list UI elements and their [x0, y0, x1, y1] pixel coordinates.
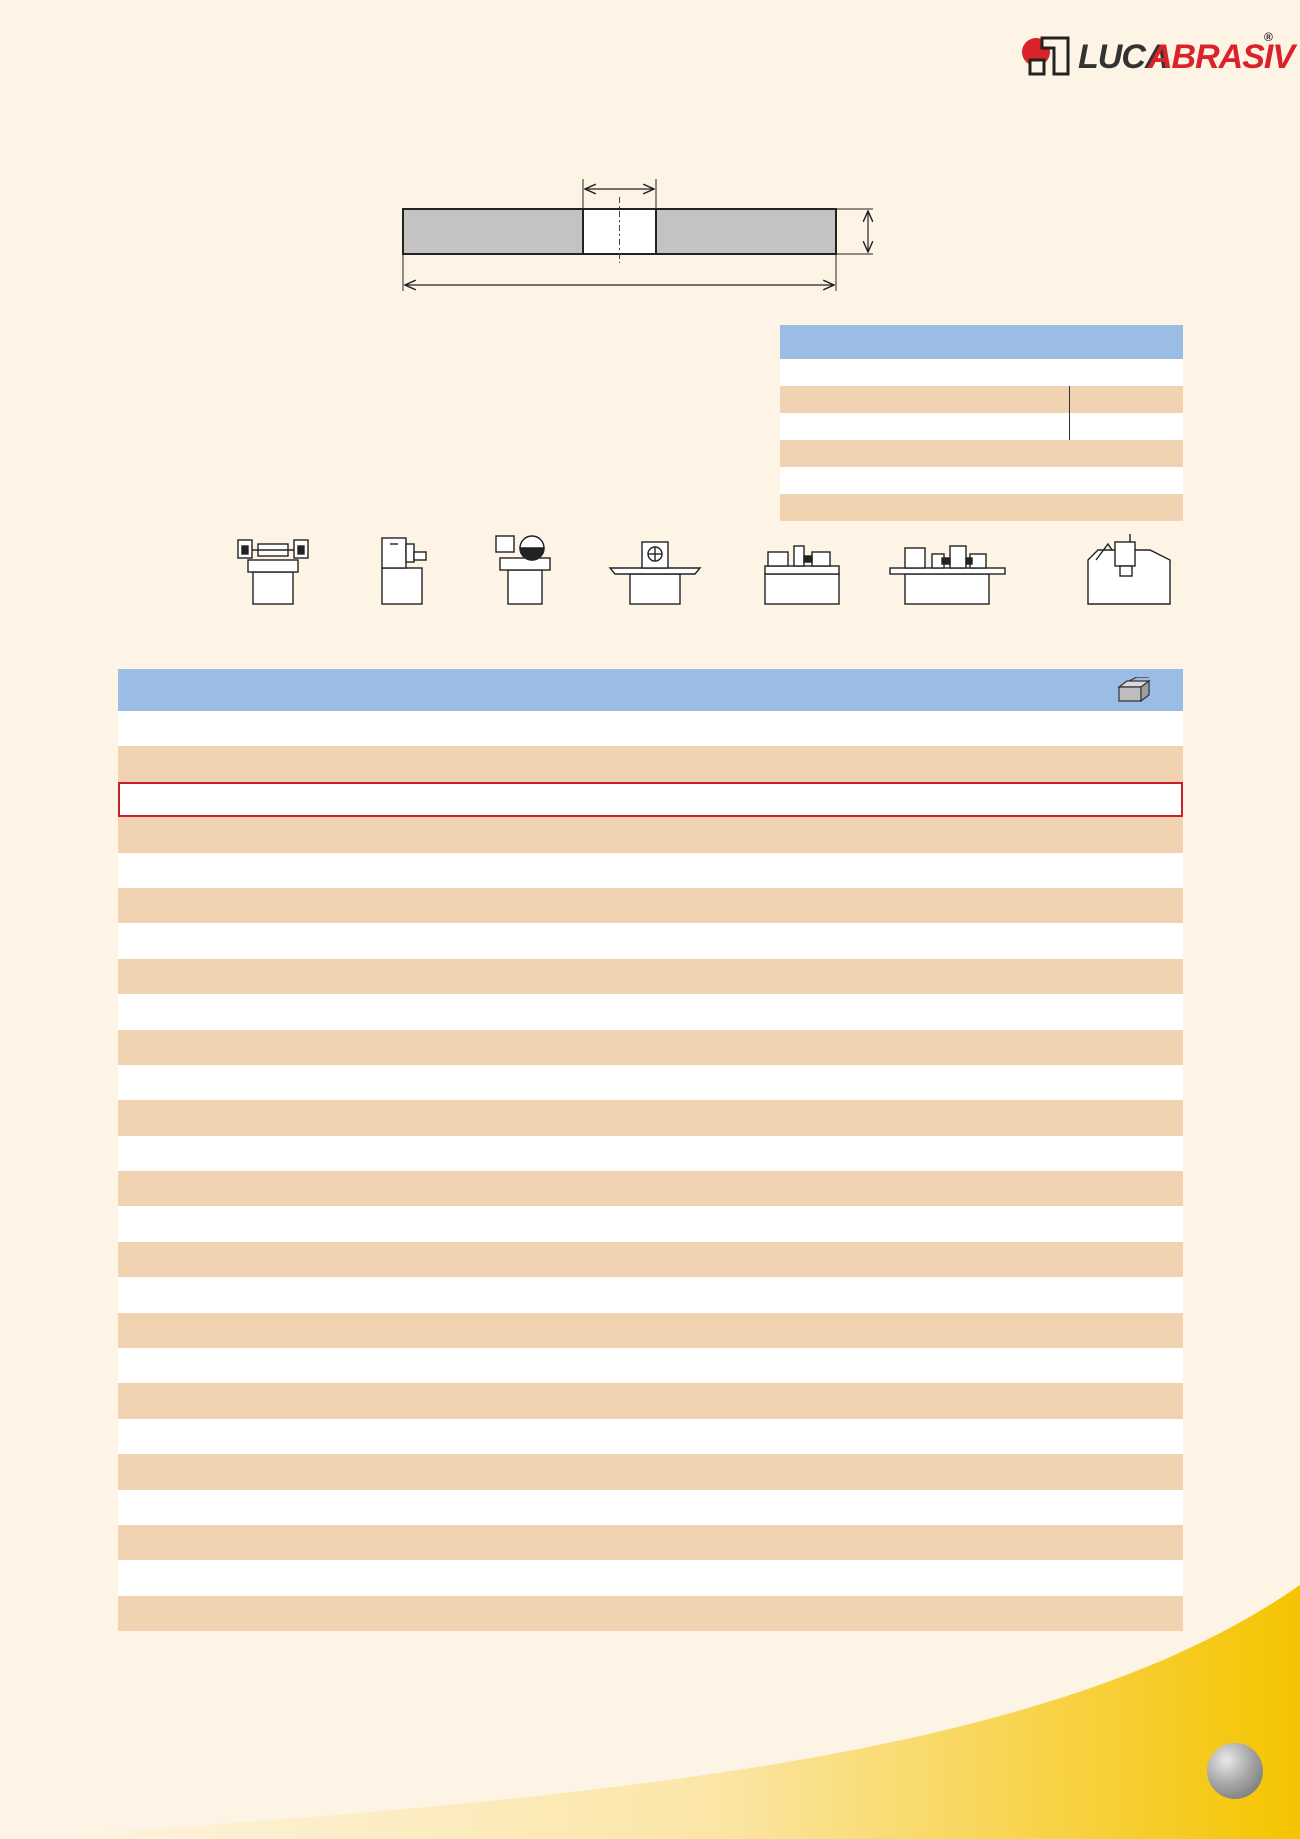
- table-row: [118, 994, 1183, 1030]
- table-row: [118, 1100, 1183, 1136]
- spec-table: [780, 325, 1183, 521]
- centerless-grinder-icon: [889, 545, 1006, 605]
- surface-grinder-icon: [381, 537, 427, 605]
- table-row: [118, 887, 1183, 924]
- brand-name-abrasiv: ABRASIV: [1148, 38, 1295, 76]
- main-table: [118, 669, 1183, 1632]
- table-row: [118, 1524, 1183, 1561]
- spec-table-row: [780, 494, 1183, 521]
- column-divider: [1069, 386, 1070, 413]
- cut-off-machine-icon: [495, 535, 551, 605]
- cylindrical-grinder-icon: [764, 545, 840, 605]
- table-row: [118, 711, 1183, 747]
- table-row: [118, 1454, 1183, 1490]
- spec-table-row: [780, 440, 1183, 467]
- table-row: [118, 1241, 1183, 1278]
- page-number-badge: [1207, 1743, 1263, 1799]
- table-row: [118, 1135, 1183, 1172]
- table-row: [118, 1383, 1183, 1419]
- tool-grinder-icon: [608, 541, 702, 605]
- table-row: [118, 1489, 1183, 1525]
- registered-mark: ®: [1264, 30, 1273, 44]
- table-row: [118, 1312, 1183, 1349]
- table-row: [118, 1418, 1183, 1455]
- cnc-grinder-icon: [1087, 534, 1171, 605]
- table-row: [118, 817, 1183, 853]
- column-divider: [1069, 413, 1070, 440]
- bench-grinder-icon: [237, 539, 309, 605]
- table-row: [118, 923, 1183, 959]
- table-row: [118, 1595, 1183, 1632]
- table-row: [118, 852, 1183, 888]
- table-row: [118, 1064, 1183, 1101]
- spec-table-row: [780, 386, 1183, 413]
- table-row: [118, 1171, 1183, 1207]
- table-row: [118, 1560, 1183, 1596]
- wheel-body-left: [402, 208, 584, 255]
- table-row: [118, 958, 1183, 995]
- wheel-dimension-diagram: [402, 179, 885, 291]
- brand-name-luca: LUCA: [1078, 38, 1169, 76]
- machine-pictograms: [237, 534, 1171, 605]
- table-row-highlighted: [118, 781, 1183, 818]
- spec-table-row: [780, 467, 1183, 494]
- spec-table-row: [780, 359, 1183, 386]
- table-row: [118, 1348, 1183, 1384]
- wheel-body-right: [655, 208, 837, 255]
- spec-table-header: [780, 325, 1183, 359]
- brand-logo: LUCA ABRASIV ®: [1020, 30, 1295, 82]
- workpiece-box-icon: [1117, 677, 1151, 703]
- table-row: [118, 1206, 1183, 1242]
- brand-mark-icon: [1022, 36, 1070, 76]
- table-row: [118, 1029, 1183, 1065]
- table-row: [118, 1277, 1183, 1313]
- spec-table-row: [780, 413, 1183, 440]
- main-table-header: [118, 669, 1183, 711]
- table-row: [118, 746, 1183, 782]
